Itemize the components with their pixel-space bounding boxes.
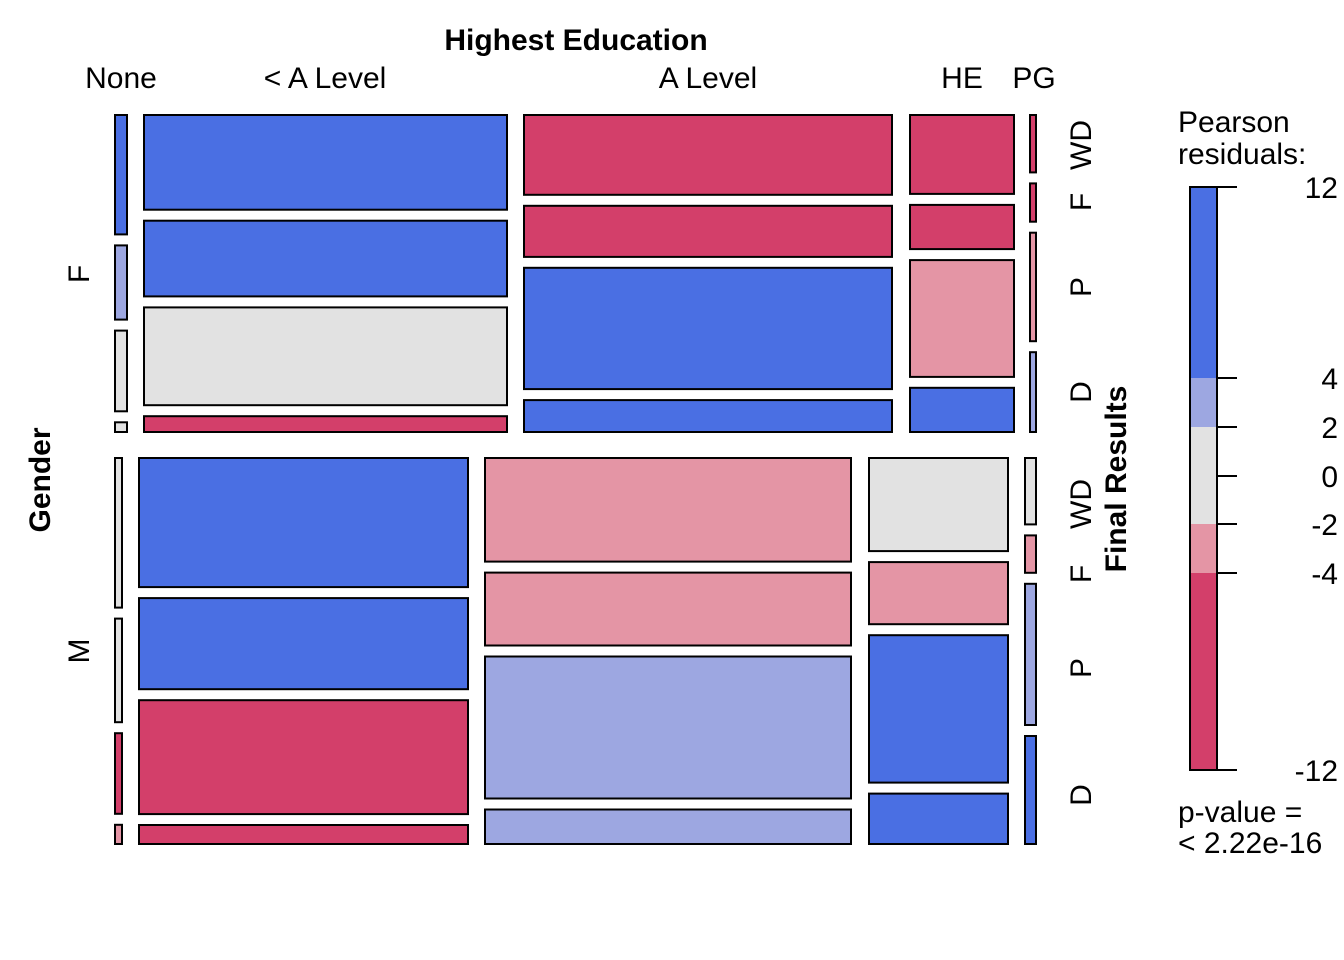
result-label-m-p: P bbox=[1065, 658, 1098, 678]
legend-band-moderate-positive bbox=[1190, 378, 1217, 427]
legend-tick-label: -12 bbox=[1295, 755, 1338, 788]
tile-m-he-d bbox=[868, 792, 1009, 845]
tile-f-a-level-f bbox=[523, 204, 893, 258]
legend-tick-label: -4 bbox=[1311, 558, 1338, 591]
tile-m-pg-d bbox=[1024, 735, 1037, 845]
tile-m-none-d bbox=[114, 823, 123, 845]
tile-f-he-wd bbox=[909, 114, 1015, 195]
result-label-f-d: D bbox=[1065, 381, 1098, 403]
tile-f-a-level-d bbox=[143, 415, 508, 434]
legend-title-line2: residuals: bbox=[1178, 138, 1306, 171]
column-label-none: None bbox=[85, 62, 157, 95]
result-label-m-f: F bbox=[1065, 565, 1098, 583]
legend-ticks: 12 4 2 0 -2 -4 -12 bbox=[1217, 172, 1338, 788]
mosaic-tiles bbox=[114, 114, 1037, 845]
tile-f-he-p bbox=[909, 259, 1015, 378]
tile-f-a-level-f bbox=[143, 219, 508, 298]
tile-f-none-d bbox=[114, 421, 128, 433]
legend-band-strong-positive bbox=[1190, 187, 1217, 378]
tile-f-pg-d bbox=[1029, 351, 1037, 434]
legend: Pearson residuals: 12 4 2 0 -2 -4 -12 p-value … bbox=[1178, 106, 1338, 860]
legend-band-moderate-negative bbox=[1190, 524, 1217, 573]
result-label-m-wd: WD bbox=[1065, 479, 1098, 529]
tile-m-a-level-d bbox=[484, 808, 852, 845]
tile-m-pg-f bbox=[1024, 534, 1037, 574]
result-label-f-p: P bbox=[1065, 277, 1098, 297]
tile-f-none-wd bbox=[114, 114, 128, 236]
legend-frame bbox=[1189, 186, 1218, 771]
column-label-below-a-level: < A Level bbox=[264, 62, 387, 95]
tile-f-pg-f bbox=[1029, 182, 1037, 223]
legend-band-strong-negative bbox=[1190, 573, 1217, 770]
tile-f-pg-wd bbox=[1029, 114, 1037, 174]
tile-m-a-level-d bbox=[138, 824, 469, 845]
tile-f-pg-p bbox=[1029, 231, 1037, 343]
tile-m-none-f bbox=[114, 617, 123, 724]
tile-f-he-f bbox=[909, 203, 1015, 251]
final-results-axis-label: Final Results bbox=[1100, 386, 1133, 573]
tile-f-a-level-p bbox=[143, 306, 508, 407]
gender-label-f: F bbox=[63, 265, 96, 283]
pvalue-line1: p-value = bbox=[1178, 796, 1302, 829]
tile-m-he-f bbox=[868, 561, 1009, 626]
tile-f-none-p bbox=[114, 329, 128, 413]
legend-tick-label: -2 bbox=[1311, 509, 1338, 542]
legend-tick-label: 2 bbox=[1321, 412, 1338, 445]
tile-m-a-level-f bbox=[138, 597, 469, 691]
tile-m-a-level-p bbox=[484, 655, 852, 800]
legend-band-neutral bbox=[1190, 427, 1217, 524]
tile-m-a-level-f bbox=[484, 571, 852, 647]
column-label-a-level: A Level bbox=[659, 62, 757, 95]
legend-tick-label: 0 bbox=[1321, 461, 1338, 494]
tile-f-none-f bbox=[114, 244, 128, 321]
gender-axis-label: Gender bbox=[24, 427, 57, 532]
tile-f-a-level-wd bbox=[143, 114, 508, 211]
tile-m-a-level-wd bbox=[138, 457, 469, 589]
legend-color-bar bbox=[1189, 186, 1218, 771]
tile-f-a-level-wd bbox=[523, 114, 893, 196]
legend-tick-label: 4 bbox=[1321, 363, 1338, 396]
result-label-f-f: F bbox=[1065, 193, 1098, 211]
tile-m-he-wd bbox=[868, 457, 1009, 553]
column-label-he: HE bbox=[941, 62, 983, 95]
tile-m-a-level-p bbox=[138, 699, 469, 816]
tile-m-none-wd bbox=[114, 457, 123, 609]
result-label-m-d: D bbox=[1065, 784, 1098, 806]
legend-title-line1: Pearson bbox=[1178, 106, 1290, 139]
legend-tick-label: 12 bbox=[1305, 172, 1338, 205]
tile-f-a-level-p bbox=[523, 266, 893, 391]
tile-m-he-p bbox=[868, 634, 1009, 784]
tile-m-pg-wd bbox=[1024, 457, 1037, 526]
pvalue-line2: < 2.22e-16 bbox=[1178, 827, 1322, 860]
gender-label-m: M bbox=[63, 639, 96, 664]
tile-m-pg-p bbox=[1024, 582, 1037, 726]
result-label-f-wd: WD bbox=[1065, 120, 1098, 170]
tile-f-he-d bbox=[909, 386, 1015, 433]
tile-m-none-p bbox=[114, 732, 123, 815]
tile-m-a-level-wd bbox=[484, 457, 852, 563]
chart-title: Highest Education bbox=[444, 24, 707, 57]
tile-f-a-level-d bbox=[523, 399, 893, 434]
column-label-pg: PG bbox=[1012, 62, 1055, 95]
